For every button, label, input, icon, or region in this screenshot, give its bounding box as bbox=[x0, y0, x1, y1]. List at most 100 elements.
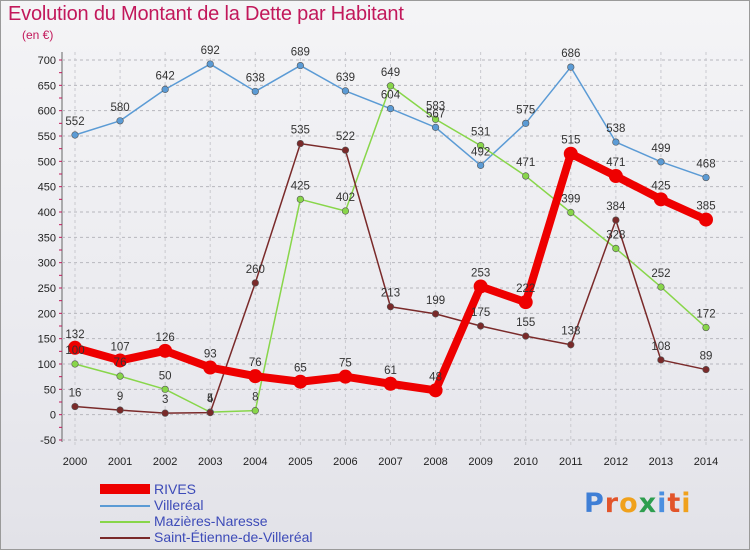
data-point bbox=[293, 374, 308, 389]
data-label: 260 bbox=[246, 264, 265, 276]
data-label: 604 bbox=[381, 90, 401, 102]
data-label: 4 bbox=[207, 394, 214, 406]
data-label: 328 bbox=[606, 229, 625, 241]
legend-label: Mazières-Naresse bbox=[154, 513, 268, 529]
data-point bbox=[477, 322, 485, 330]
legend-label: Villeréal bbox=[154, 497, 204, 513]
data-point bbox=[612, 138, 620, 146]
legend-swatch bbox=[100, 484, 150, 494]
data-point bbox=[341, 146, 350, 154]
data-point bbox=[477, 142, 485, 150]
data-point bbox=[386, 105, 395, 113]
data-label: 535 bbox=[291, 125, 310, 137]
data-point bbox=[116, 406, 124, 414]
data-label: 425 bbox=[651, 180, 670, 192]
y-tick-label: 200 bbox=[38, 308, 56, 320]
y-tick-label: -50 bbox=[40, 435, 56, 447]
y-tick-label: 500 bbox=[38, 156, 56, 168]
x-tick-label: 2006 bbox=[333, 456, 357, 468]
x-tick-label: 2010 bbox=[513, 456, 537, 468]
data-label: 580 bbox=[110, 102, 129, 114]
data-label: 3 bbox=[162, 394, 168, 406]
data-label: 93 bbox=[204, 349, 217, 361]
data-point bbox=[657, 158, 665, 166]
logo-letter: x bbox=[638, 488, 658, 519]
data-label: 638 bbox=[246, 72, 265, 84]
data-label: 252 bbox=[651, 268, 670, 280]
data-point bbox=[657, 283, 665, 291]
data-point bbox=[699, 212, 713, 227]
data-label: 76 bbox=[249, 357, 262, 369]
data-point bbox=[612, 244, 620, 253]
legend-label: RIVES bbox=[154, 481, 197, 497]
y-tick-label: 100 bbox=[38, 359, 56, 371]
data-point bbox=[428, 383, 443, 398]
data-label: 132 bbox=[65, 329, 84, 341]
data-label: 649 bbox=[381, 67, 400, 79]
data-label: 471 bbox=[606, 157, 625, 169]
data-label: 100 bbox=[65, 345, 84, 357]
data-label: 425 bbox=[291, 180, 310, 192]
data-point bbox=[161, 385, 169, 393]
y-tick-label: 0 bbox=[50, 410, 56, 422]
data-point bbox=[518, 295, 533, 310]
y-tick-label: 300 bbox=[38, 258, 56, 270]
logo-letter: o bbox=[619, 488, 639, 519]
y-tick-label: 650 bbox=[38, 80, 56, 92]
data-point bbox=[206, 409, 214, 417]
data-label: 8 bbox=[252, 392, 258, 404]
data-point bbox=[653, 192, 668, 207]
data-point bbox=[477, 161, 485, 169]
y-tick-label: 600 bbox=[38, 106, 56, 118]
x-tick-label: 2009 bbox=[468, 456, 492, 468]
data-point bbox=[567, 341, 575, 349]
data-point bbox=[522, 332, 530, 340]
data-label: 384 bbox=[606, 201, 626, 213]
data-point bbox=[567, 208, 575, 217]
x-tick-label: 2003 bbox=[198, 456, 222, 468]
data-label: 213 bbox=[381, 288, 400, 300]
data-label: 538 bbox=[606, 123, 625, 135]
data-point bbox=[116, 117, 124, 125]
logo-letter: i bbox=[657, 488, 668, 519]
data-point bbox=[248, 369, 263, 384]
chart-subtitle: (en €) bbox=[22, 28, 54, 42]
x-tick-label: 2004 bbox=[243, 456, 267, 468]
data-label: 199 bbox=[426, 295, 445, 307]
data-label: 583 bbox=[426, 100, 445, 112]
y-tick-label: 400 bbox=[38, 207, 56, 219]
data-label: 639 bbox=[336, 72, 355, 84]
data-label: 575 bbox=[516, 104, 535, 116]
data-point bbox=[702, 365, 710, 374]
data-label: 9 bbox=[117, 391, 123, 403]
data-point bbox=[203, 360, 218, 375]
y-tick-label: 350 bbox=[38, 232, 56, 244]
x-tick-label: 2011 bbox=[559, 456, 583, 468]
data-label: 468 bbox=[696, 159, 715, 171]
x-tick-label: 2008 bbox=[423, 456, 447, 468]
data-label: 531 bbox=[471, 127, 490, 139]
data-point bbox=[251, 87, 259, 96]
logo-letter: t bbox=[667, 488, 682, 519]
data-label: 567 bbox=[426, 108, 445, 120]
data-point bbox=[71, 131, 79, 139]
proxiti-logo: Proxiti bbox=[584, 488, 692, 519]
y-tick-label: 250 bbox=[38, 283, 56, 295]
data-point bbox=[341, 87, 350, 95]
legend-swatch bbox=[100, 537, 150, 539]
data-label: 492 bbox=[471, 146, 490, 158]
chart-title: Evolution du Montant de la Dette par Hab… bbox=[8, 3, 404, 25]
data-label: 76 bbox=[114, 357, 127, 369]
x-tick-label: 2005 bbox=[288, 456, 312, 468]
data-point bbox=[116, 372, 124, 380]
x-tick-label: 2002 bbox=[153, 456, 177, 468]
data-label: 138 bbox=[561, 326, 580, 338]
x-tick-label: 2014 bbox=[694, 456, 718, 468]
data-point bbox=[431, 115, 440, 123]
data-label: 515 bbox=[561, 135, 580, 147]
data-point bbox=[431, 310, 440, 318]
x-tick-label: 2000 bbox=[63, 456, 87, 468]
x-tick-label: 2007 bbox=[378, 456, 402, 468]
data-label: 689 bbox=[291, 47, 310, 59]
